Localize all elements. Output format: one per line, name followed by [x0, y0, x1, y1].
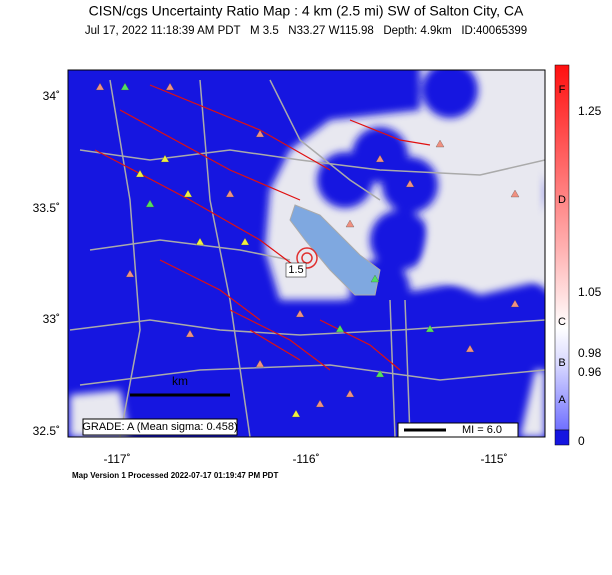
legend-value: 0 — [578, 434, 585, 448]
grade-letter: F — [559, 84, 566, 96]
grade-letter: B — [558, 357, 565, 369]
legend-value: 1.05 — [578, 285, 602, 299]
legend-value: 1.25 — [578, 104, 602, 118]
epicenter-label: 1.5 — [288, 264, 303, 276]
map: 1.5 km GRADE: A (Mean sigma: 0.458) MI =… — [68, 70, 545, 437]
grade-letter: D — [558, 194, 566, 206]
map-frame — [67, 69, 546, 438]
lon-label: -116˚ — [292, 452, 319, 466]
lat-label: 33.5˚ — [33, 201, 60, 215]
lat-label: 33˚ — [43, 312, 60, 326]
mi-scale: MI = 6.0 — [462, 424, 502, 436]
lat-labels: 34˚ 33.5˚ 33˚ 32.5˚ — [33, 89, 60, 438]
footer: Map Version 1 Processed 2022-07-17 01:19… — [72, 471, 278, 480]
subtitle: Jul 17, 2022 11:18:39 AM PDT M 3.5 N33.2… — [85, 25, 527, 37]
grade-letter: A — [558, 394, 566, 406]
lat-label: 32.5˚ — [33, 424, 60, 438]
scale-unit: km — [172, 374, 188, 388]
grade-letter: C — [558, 316, 566, 328]
lon-label: -117˚ — [103, 452, 130, 466]
lon-labels: -117˚ -116˚ -115˚ — [103, 452, 507, 466]
legend-value: 0.96 — [578, 365, 602, 379]
grade: GRADE: A (Mean sigma: 0.458) — [82, 421, 237, 433]
title: CISN/cgs Uncertainty Ratio Map : 4 km (2… — [89, 3, 524, 19]
lat-label: 34˚ — [43, 89, 60, 103]
colorbar: F D C B A 1.25 1.05 0.98 0.96 0 — [554, 64, 602, 448]
legend-value: 0.98 — [578, 346, 602, 360]
lon-label: -115˚ — [480, 452, 507, 466]
